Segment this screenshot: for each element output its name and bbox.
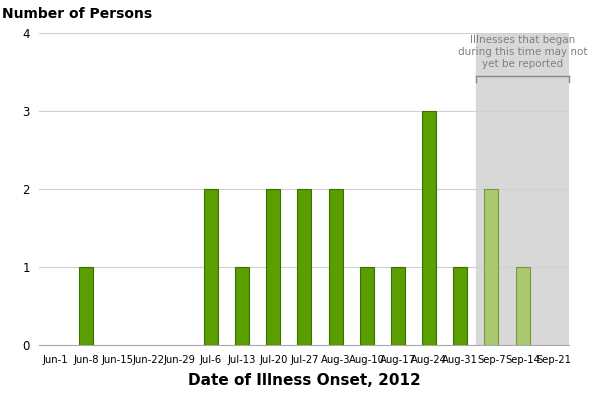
Bar bbox=[453, 267, 467, 345]
Text: Number of Persons: Number of Persons bbox=[2, 7, 152, 21]
Bar bbox=[329, 189, 343, 345]
Bar bbox=[515, 267, 530, 345]
Bar bbox=[476, 33, 569, 345]
Bar bbox=[298, 189, 311, 345]
Bar bbox=[204, 189, 218, 345]
Bar bbox=[266, 189, 280, 345]
Bar bbox=[235, 267, 249, 345]
Bar bbox=[484, 189, 499, 345]
X-axis label: Date of Illness Onset, 2012: Date of Illness Onset, 2012 bbox=[188, 373, 421, 388]
Bar bbox=[422, 111, 436, 345]
Text: Illnesses that began
during this time may not
yet be reported: Illnesses that began during this time ma… bbox=[458, 36, 587, 69]
Bar bbox=[79, 267, 93, 345]
Bar bbox=[391, 267, 405, 345]
Bar bbox=[360, 267, 374, 345]
